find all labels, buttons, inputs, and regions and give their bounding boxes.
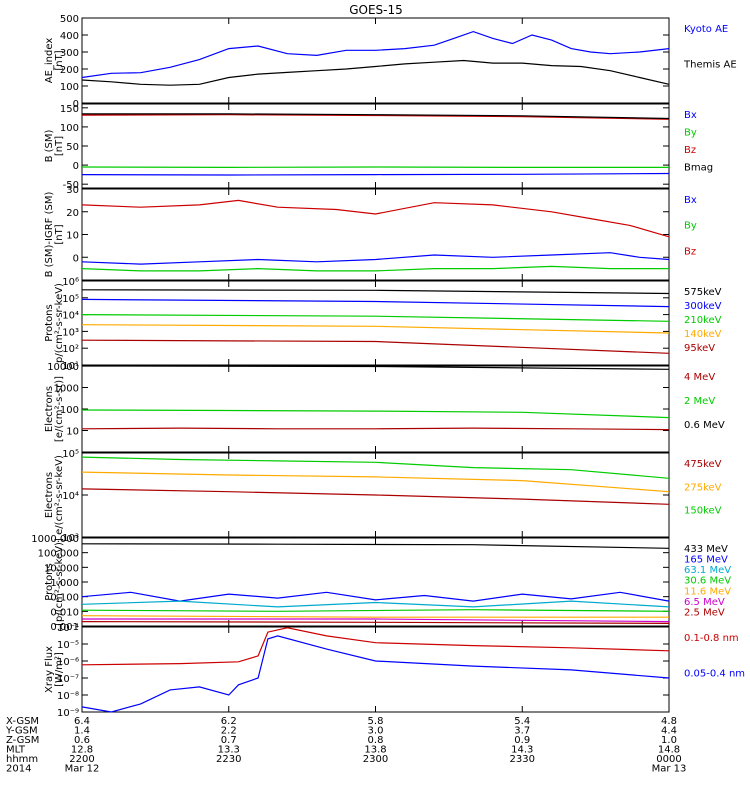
series-line	[82, 253, 669, 264]
legend-label: 0.05-0.4 nm	[684, 669, 745, 680]
y-tick-label: 150	[60, 104, 79, 115]
y-tick-label: 10	[66, 231, 79, 242]
legend-label: 63.1 MeV	[684, 565, 731, 576]
series-line	[82, 428, 669, 430]
panel-frame	[82, 281, 669, 365]
series-line	[82, 61, 669, 86]
legend-label: 2.5 MeV	[684, 607, 725, 618]
legend-label: 0.1-0.8 nm	[684, 633, 739, 644]
legend-label: Bx	[684, 110, 697, 121]
panel-frame	[82, 366, 669, 452]
y-axis-label: [e/(cm²-s-sr)]	[54, 376, 65, 442]
axis-row-value: 2230	[216, 754, 241, 765]
series-line	[82, 299, 669, 306]
y-tick-label: 0	[73, 161, 79, 172]
y-axis-label: [nT]	[54, 224, 65, 244]
legend-label: 150keV	[684, 506, 722, 517]
legend-label: 475keV	[684, 459, 722, 470]
y-axis-label: [p/(cm²-s-sr-keV)]	[54, 538, 65, 626]
y-tick-label: 20	[66, 208, 79, 219]
legend-label: 2 MeV	[684, 396, 715, 407]
axis-row-label: 2014	[6, 764, 31, 775]
legend-label: Themis AE	[683, 60, 737, 71]
legend-label: 30.6 MeV	[684, 576, 731, 587]
legend-label: 433 MeV	[684, 544, 728, 555]
series-line	[82, 200, 669, 236]
series-line	[82, 601, 669, 607]
legend-label: Kyoto AE	[684, 24, 728, 35]
axis-row-value: Mar 12	[65, 764, 100, 775]
series-line	[82, 592, 669, 601]
y-tick-label: 10000	[47, 362, 79, 373]
legend-label: Bz	[684, 246, 696, 257]
legend-label: 575keV	[684, 287, 722, 298]
axis-row-value: 2330	[510, 754, 535, 765]
legend-label: 95keV	[684, 343, 715, 354]
panel-frame	[82, 18, 669, 103]
legend-label: Bz	[684, 145, 696, 156]
series-line	[82, 174, 669, 176]
y-tick-label: 100	[60, 123, 79, 134]
series-line	[82, 315, 669, 322]
legend-label: 4 MeV	[684, 372, 715, 383]
series-line	[82, 616, 669, 618]
legend-label: 210keV	[684, 315, 722, 326]
y-tick-label: 10⁻⁴	[57, 623, 79, 634]
legend-label: By	[684, 221, 697, 232]
series-line	[82, 325, 669, 333]
axis-row-value: 2300	[363, 754, 388, 765]
y-axis-label: p/(cm²-s-sr-keV)	[54, 283, 65, 363]
legend-label: By	[684, 128, 697, 139]
legend-label: 140keV	[684, 329, 722, 340]
y-axis-label: [nT]	[54, 50, 65, 70]
series-line	[82, 544, 669, 549]
y-tick-label: 100	[60, 82, 79, 93]
panel-frame	[82, 627, 669, 712]
legend-label: 0.6 MeV	[684, 420, 725, 431]
series-line	[82, 472, 669, 492]
legend-label: 6.5 MeV	[684, 597, 725, 608]
y-axis-label: e/(cm²-s-sr-keV)	[54, 455, 65, 535]
legend-label: 300keV	[684, 301, 722, 312]
series-line	[82, 457, 669, 478]
legend-label: 165 MeV	[684, 555, 728, 566]
y-tick-label: 30	[66, 185, 79, 196]
y-axis-label: [W/m²]	[54, 652, 65, 687]
panel-frame	[82, 189, 669, 280]
y-axis-label: [nT]	[54, 136, 65, 156]
series-line	[82, 610, 669, 612]
y-tick-label: 0	[73, 253, 79, 264]
series-line	[82, 340, 669, 353]
series-line	[82, 636, 669, 712]
series-line	[82, 290, 669, 294]
series-line	[82, 628, 669, 665]
y-tick-label: 400	[60, 31, 79, 42]
series-line	[82, 266, 669, 271]
legend-label: 275keV	[684, 482, 722, 493]
series-line	[82, 489, 669, 504]
y-tick-label: 10⁻⁵	[57, 640, 79, 651]
series-line	[82, 410, 669, 418]
y-tick-label: 50	[66, 142, 79, 153]
legend-label: Bmag	[684, 163, 713, 174]
panel-frame	[82, 538, 669, 626]
legend-label: 11.6 MeV	[684, 586, 731, 597]
y-tick-label: 500	[60, 14, 79, 25]
y-tick-label: 10⁻⁸	[57, 691, 79, 702]
axis-row-value: Mar 13	[652, 764, 687, 775]
series-line	[82, 32, 669, 78]
plot-title: GOES-15	[349, 3, 403, 17]
legend-label: Bx	[684, 195, 697, 206]
y-tick-label: 10	[66, 427, 79, 438]
